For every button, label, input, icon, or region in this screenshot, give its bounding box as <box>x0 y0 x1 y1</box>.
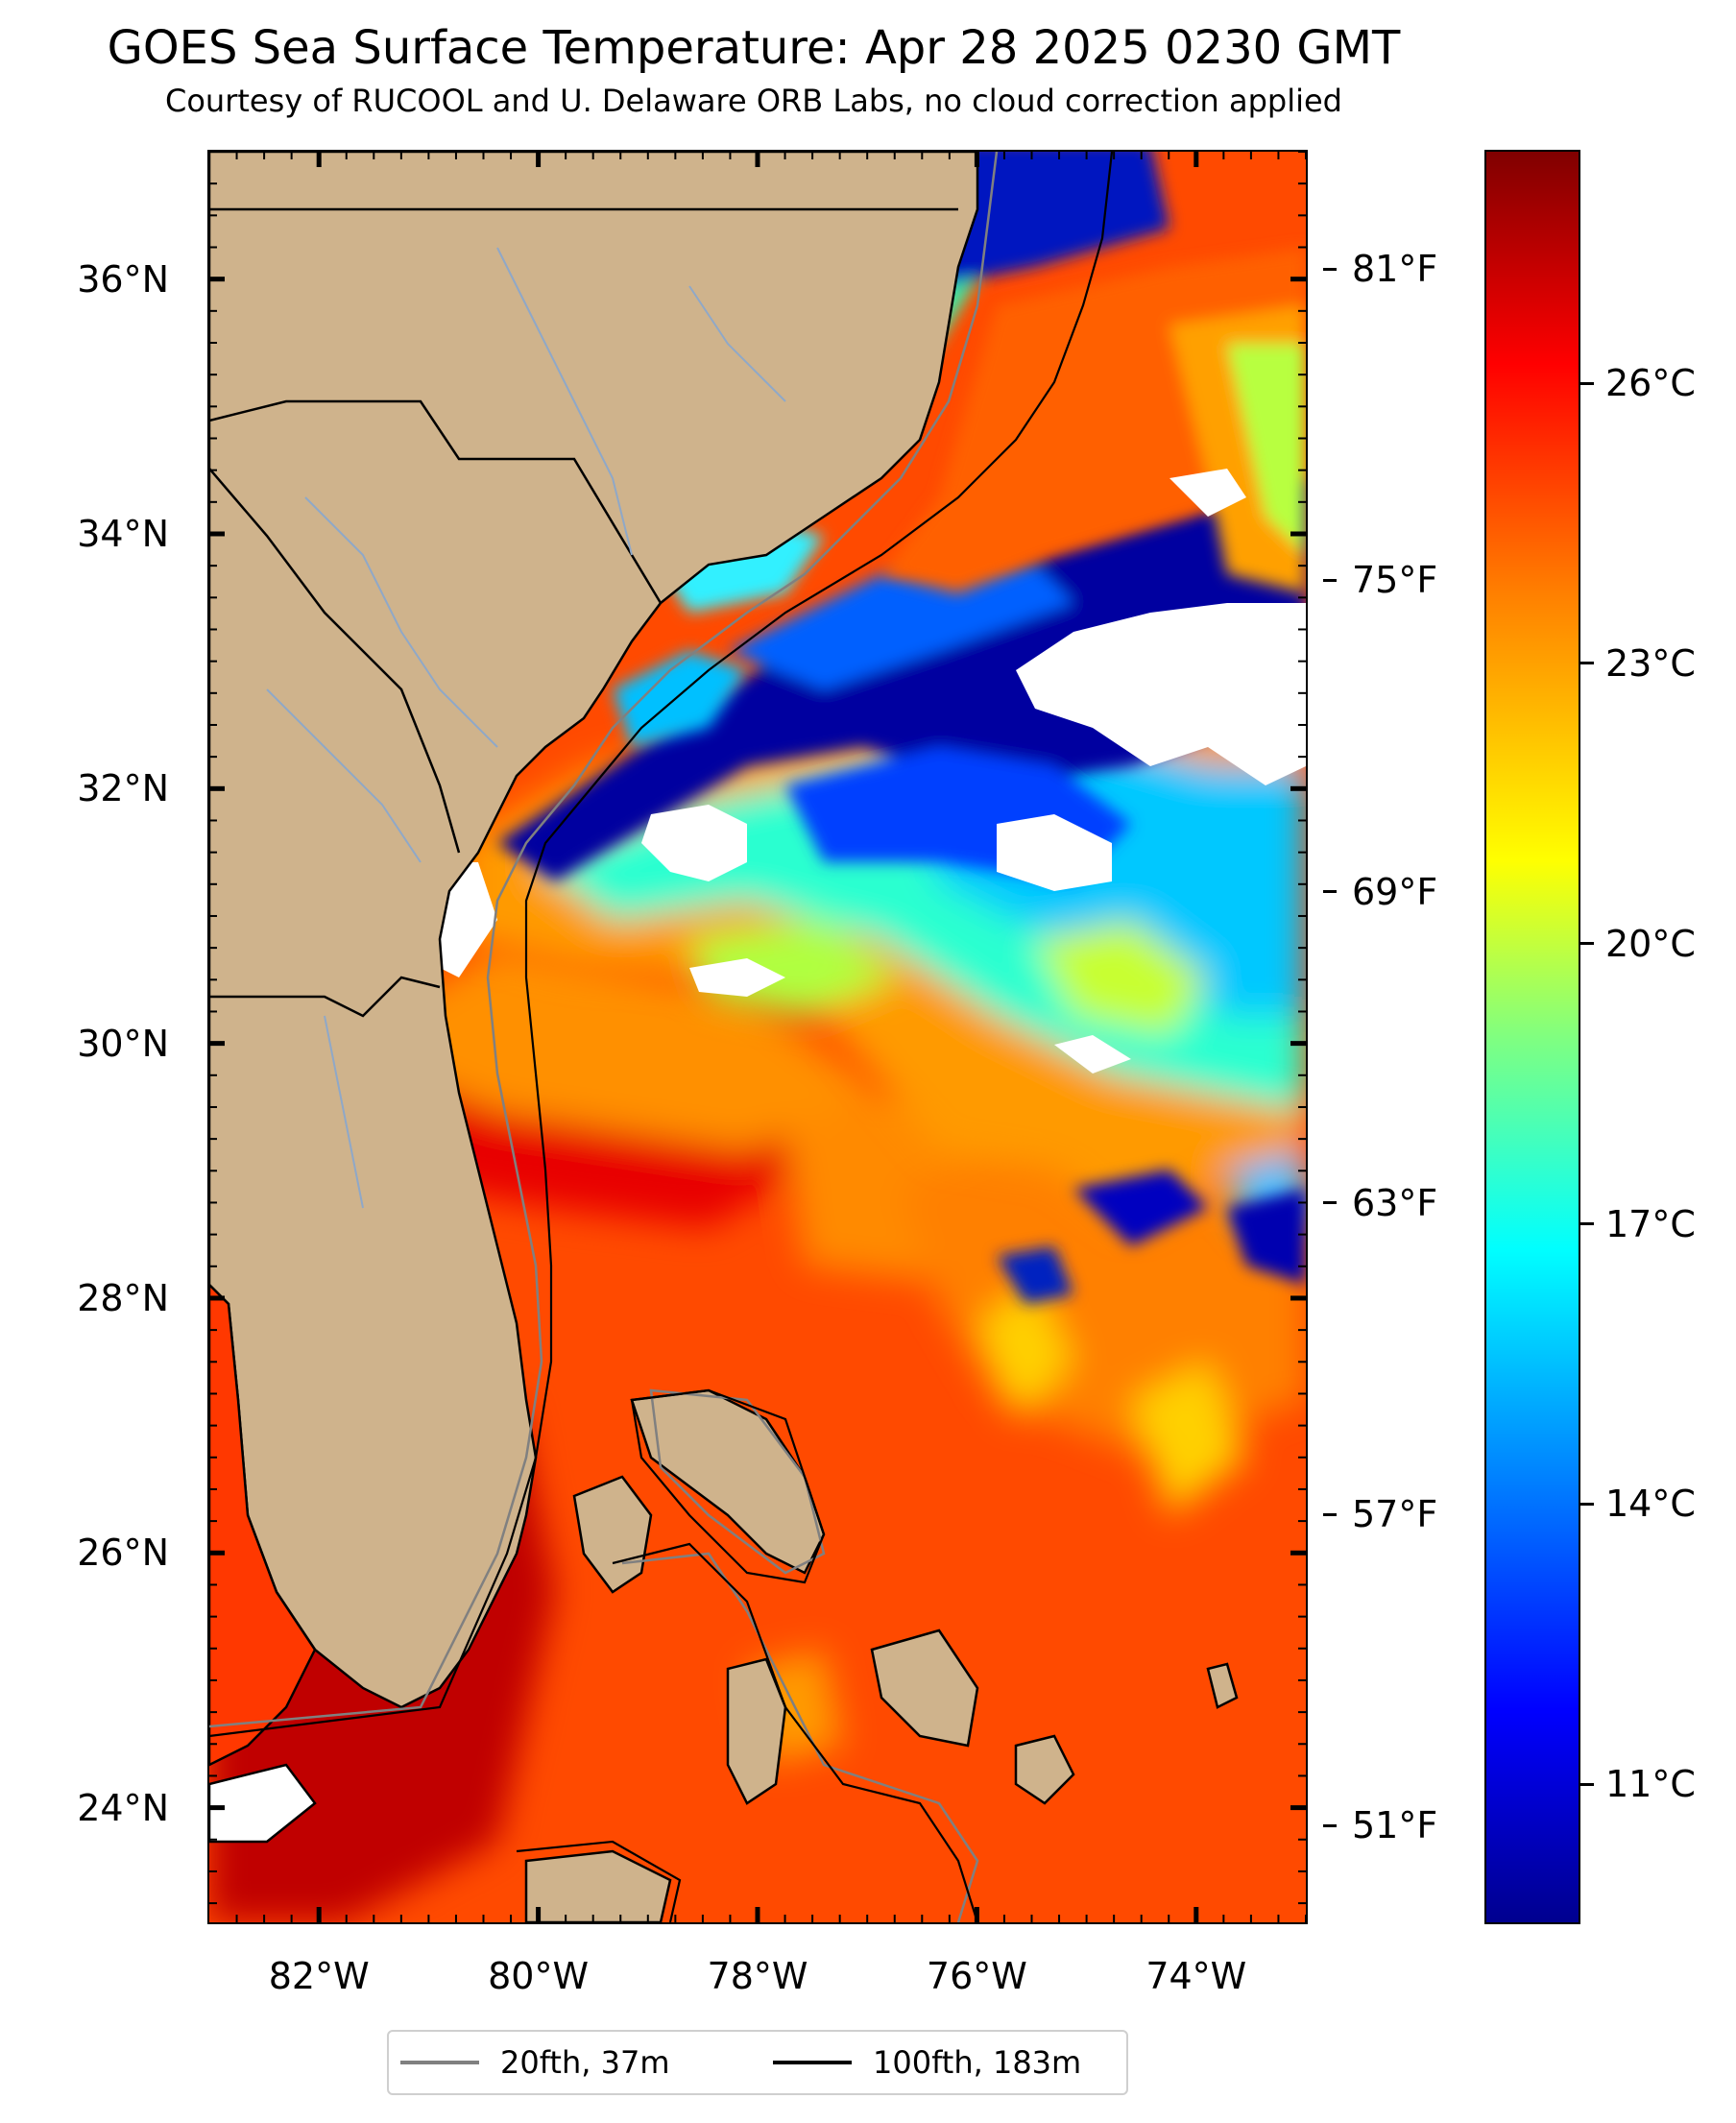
map-subtitle: Courtesy of RUCOOL and U. Delaware ORB L… <box>165 83 1342 119</box>
rivers <box>266 247 786 1209</box>
latitude-label: 30°N <box>77 1022 169 1065</box>
celsius-label: 26°C <box>1605 362 1696 405</box>
celsius-tick <box>1580 1782 1594 1786</box>
celsius-label: 17°C <box>1605 1202 1696 1245</box>
celsius-tick <box>1580 662 1594 665</box>
celsius-tick <box>1580 381 1594 385</box>
isobath-100fth <box>209 152 1114 1922</box>
fahrenheit-tick <box>1323 890 1337 894</box>
longitude-label: 74°W <box>1145 1955 1247 1997</box>
celsius-tick <box>1580 1502 1594 1506</box>
longitude-label: 82°W <box>268 1955 370 1997</box>
fahrenheit-tick <box>1323 1823 1337 1827</box>
state-borders <box>209 207 958 1018</box>
legend-label-20fth: 20fth, 37m <box>500 2044 670 2081</box>
fahrenheit-label: 75°F <box>1352 559 1438 602</box>
latitude-label: 34°N <box>77 512 169 555</box>
legend-label-100fth: 100fth, 183m <box>873 2044 1082 2081</box>
sst-map-canvas <box>209 152 1306 1922</box>
latitude-label: 24°N <box>77 1786 169 1829</box>
fahrenheit-tick <box>1323 1201 1337 1205</box>
fahrenheit-label: 51°F <box>1352 1804 1438 1847</box>
legend-line-black <box>773 2061 852 2064</box>
legend-item-20fth: 20fth, 37m <box>400 2043 669 2082</box>
temperature-colorbar <box>1484 150 1580 1924</box>
celsius-label: 20°C <box>1605 922 1696 965</box>
fahrenheit-tick <box>1323 578 1337 582</box>
map-title: GOES Sea Surface Temperature: Apr 28 202… <box>107 21 1401 75</box>
longitude-label: 76°W <box>926 1955 1027 1997</box>
latitude-label: 28°N <box>77 1276 169 1319</box>
latitude-label: 32°N <box>77 767 169 810</box>
isobath-legend: 20fth, 37m 100fth, 183m <box>387 2030 1128 2095</box>
sst-map <box>207 150 1308 1924</box>
legend-line-gray <box>400 2061 479 2064</box>
cloud-mask <box>421 469 1306 1074</box>
fahrenheit-tick <box>1323 1512 1337 1516</box>
fahrenheit-label: 69°F <box>1352 870 1438 913</box>
celsius-label: 23°C <box>1605 641 1696 685</box>
fahrenheit-tick <box>1323 267 1337 271</box>
longitude-label: 78°W <box>707 1955 808 1997</box>
legend-item-100fth: 100fth, 183m <box>773 2043 1081 2082</box>
fahrenheit-label: 63°F <box>1352 1181 1438 1224</box>
fahrenheit-label: 81°F <box>1352 248 1438 291</box>
latitude-ticks <box>209 152 1306 1905</box>
celsius-label: 14°C <box>1605 1483 1696 1526</box>
longitude-label: 80°W <box>488 1955 590 1997</box>
longitude-ticks <box>235 152 1306 1922</box>
celsius-label: 11°C <box>1605 1763 1696 1806</box>
isobath-20fth <box>209 152 999 1922</box>
latitude-label: 26°N <box>77 1532 169 1575</box>
latitude-label: 36°N <box>77 257 169 301</box>
celsius-tick <box>1580 942 1594 946</box>
celsius-tick <box>1580 1222 1594 1226</box>
land <box>209 152 1239 1922</box>
fahrenheit-label: 57°F <box>1352 1493 1438 1536</box>
